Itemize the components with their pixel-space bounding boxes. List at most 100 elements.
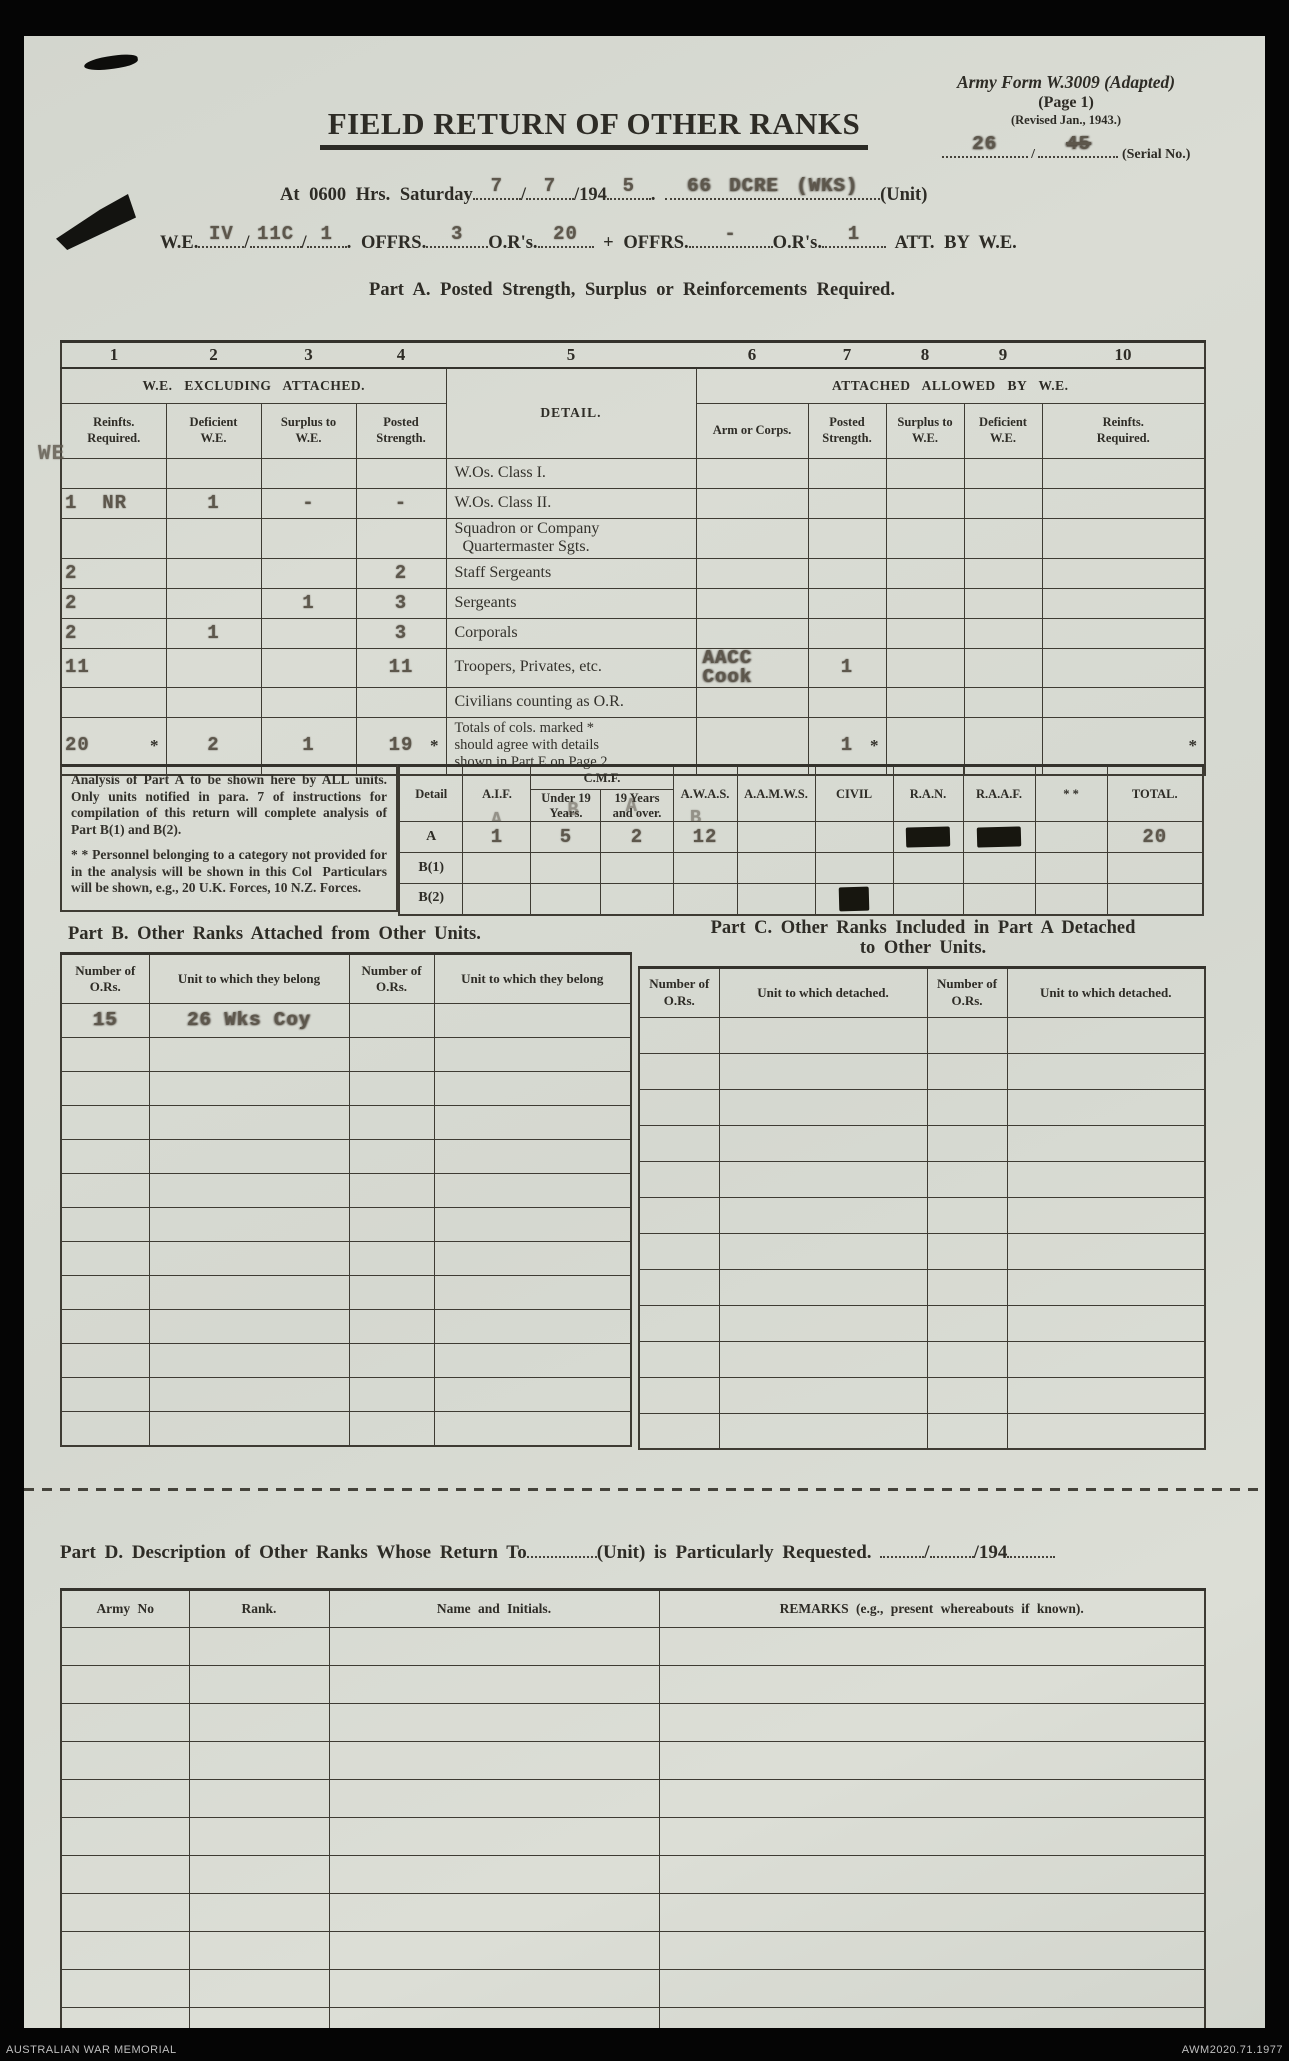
- aif-header-text: A.I.F.: [482, 786, 512, 801]
- redaction-mark: [838, 886, 870, 912]
- part-a-cell: [165, 587, 262, 619]
- part-d-cell: [188, 1779, 330, 1818]
- part-c-header-1: Number of O.Rs.: [638, 966, 720, 1018]
- detail-label: Staff Sergeants: [445, 557, 697, 589]
- part-a-cell: [695, 557, 809, 589]
- part-a-cell: [963, 487, 1043, 519]
- part-a-cell: 11: [355, 647, 447, 688]
- part-a-cell: 1: [165, 487, 262, 519]
- typed-value: 3: [394, 621, 408, 644]
- part-c-cell: [926, 1160, 1008, 1198]
- part-c-table: Number of O.Rs. Unit to which detached. …: [638, 965, 1206, 1451]
- part-a-cell: [885, 647, 965, 688]
- part-a-column-numbers: 1 2 3 4 5 6 7 8 9 10: [61, 341, 1205, 369]
- typed-value: 11: [65, 656, 90, 678]
- under19-header-text: Under 19 Years.: [541, 790, 591, 820]
- part-d-cell: [60, 1703, 190, 1742]
- part-b-cell: [433, 1241, 632, 1276]
- part-b-cell: [148, 1377, 350, 1412]
- part-d-cell: [328, 2007, 660, 2028]
- detail-label: Troopers, Privates, etc.: [445, 647, 697, 688]
- date-dot: .: [650, 185, 656, 205]
- part-b-cell: [433, 1003, 632, 1038]
- part-c-header-4: Unit to which detached.: [1006, 966, 1206, 1018]
- part-d-cell: [658, 1627, 1206, 1666]
- part-c-cell: [926, 1088, 1008, 1126]
- part-b-cell: [348, 1105, 435, 1140]
- part-c-cell: [638, 1340, 720, 1378]
- part-b-cell: [60, 1411, 150, 1446]
- part-c-cell: [718, 1124, 928, 1162]
- typed-value: 26 Wks Coy: [186, 1009, 312, 1031]
- group-attached-allowed: ATTACHED ALLOWED BY W.E.: [695, 367, 1206, 404]
- part-c-cell: [638, 1376, 720, 1414]
- part-a-table: 1 2 3 4 5 6 7 8 9 10 W.E. EXCLUDING ATTACHED. DET…: [60, 340, 1206, 776]
- part-c-cell: [1006, 1088, 1206, 1126]
- part-d-cell: [188, 2007, 330, 2028]
- date-line-prefix: At 0600 Hrs. Saturday: [280, 185, 473, 205]
- part-b-cell: [148, 1105, 350, 1140]
- part-d-cell: [188, 1969, 330, 2008]
- typed-we3: 1: [320, 223, 333, 245]
- part-b-cell: [433, 1139, 632, 1174]
- typed-value: 2: [65, 561, 78, 584]
- printed-asterisk: *: [870, 735, 879, 755]
- part-b-cell: [148, 1037, 350, 1072]
- part-d-cell: [60, 1855, 190, 1894]
- part-c-header-2: Unit to which detached.: [718, 966, 928, 1018]
- part-b-cell: [433, 1275, 632, 1310]
- analysis-note-2: * * Personnel belonging to a category no…: [71, 846, 387, 896]
- part-d-cell: [328, 1741, 660, 1780]
- ors2-field: 1: [821, 225, 886, 248]
- typed-month: 7: [543, 175, 557, 197]
- part-d-cell: [658, 1779, 1206, 1818]
- part-d-title-mid: (Unit) is Particularly Requested.: [596, 1542, 872, 1563]
- part-d-cell: [328, 1931, 660, 1970]
- we-field-3: 1: [306, 225, 347, 248]
- part-d-cell: [188, 1855, 330, 1894]
- part-a-heading: Part A. Posted Strength, Surplus or Rein…: [369, 280, 895, 300]
- part-c-cell: [638, 1016, 720, 1054]
- analysis-cell: [736, 852, 816, 884]
- analysis-cell: [736, 821, 816, 853]
- part-d-table: Army No Rank. Name and Initials. REMARKS…: [60, 1588, 1206, 2028]
- att-by-we-label: ATT. BY W.E.: [894, 233, 1017, 253]
- part-c-title-line2: to Other Units.: [859, 938, 987, 959]
- part-d-sep: /: [924, 1542, 930, 1563]
- part-b-row: [60, 1377, 632, 1412]
- part-a-cell: [807, 487, 887, 519]
- part-c-cell: [638, 1232, 720, 1270]
- part-d-cell: [60, 1779, 190, 1818]
- analysis-row-label: B(1): [398, 852, 464, 884]
- typed-value: 1: [207, 621, 220, 644]
- part-b-cell: [60, 1037, 150, 1072]
- part-b-cell: [433, 1071, 632, 1106]
- typed-value: 5: [559, 825, 573, 848]
- analysis-row: A 1 5 2 12 20: [398, 821, 1204, 853]
- form-ref-line: Army Form W.3009 (Adapted): [956, 72, 1176, 92]
- part-a-cell: 1 NR: [60, 487, 167, 519]
- part-a-subheader: Posted Strength.: [807, 402, 887, 459]
- analysis-cell: [600, 852, 674, 884]
- typed-value: 2: [65, 621, 78, 644]
- aif-header: A.I.F. A: [462, 765, 532, 822]
- part-b-header-2: Unit to which they belong: [148, 953, 350, 1004]
- aamws-header: A.A.M.W.S.: [736, 765, 816, 822]
- part-a-cell: -: [355, 487, 447, 519]
- part-b-header-4: Unit to which they belong: [433, 953, 632, 1004]
- part-b-cell: [60, 1343, 150, 1378]
- part-a-cell: 1: [165, 617, 262, 649]
- part-a-cell: [885, 457, 965, 489]
- part-d-cell: [658, 2007, 1206, 2028]
- part-a-cell: [695, 617, 809, 649]
- part-b-cell: [348, 1411, 435, 1446]
- we-field-1: IV: [198, 225, 245, 248]
- analysis-cell: [962, 883, 1036, 915]
- typed-value: 20: [1142, 825, 1168, 848]
- part-b-cell: [148, 1275, 350, 1310]
- part-c-cell: [926, 1232, 1008, 1270]
- part-a-cell: [1041, 686, 1206, 718]
- typed-value: AACC Cook: [702, 648, 753, 687]
- typed-value: -: [302, 491, 315, 514]
- part-c-cell: [638, 1052, 720, 1090]
